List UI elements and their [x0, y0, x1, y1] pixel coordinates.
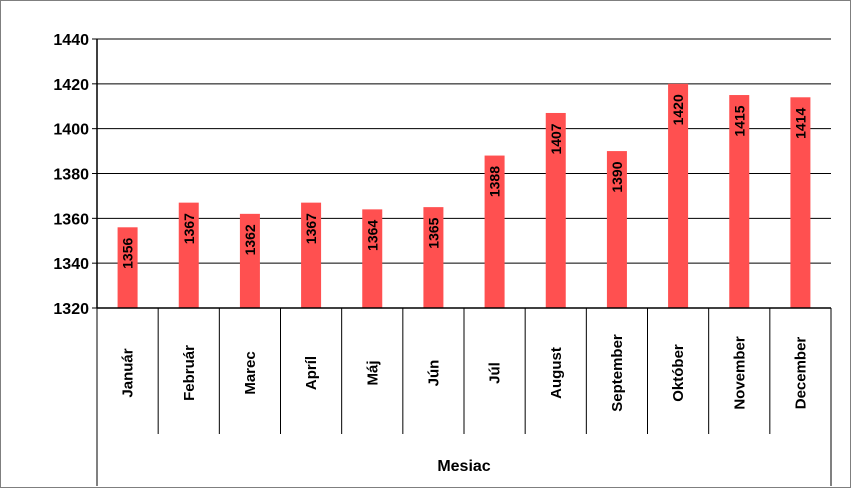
data-label: 1367 [303, 213, 319, 244]
x-tick-label: Február [181, 345, 198, 401]
axes [92, 38, 832, 486]
y-tick-label: 1380 [53, 167, 89, 184]
bar [545, 112, 566, 308]
bar [668, 83, 689, 308]
x-tick-label: Máj [364, 360, 381, 385]
y-tick-label: 1400 [53, 122, 89, 139]
gridlines [97, 38, 831, 264]
bars [117, 83, 811, 309]
x-category-labels: Január Február Marec Apríl Máj Jún Júl August Se… [120, 334, 810, 412]
bar [423, 207, 444, 308]
x-axis-title: Mesiac [437, 458, 490, 475]
data-label: 1414 [792, 108, 808, 139]
x-tick-label: Marec [242, 351, 259, 394]
x-tick-label: Október [670, 344, 687, 402]
bar [239, 213, 260, 308]
data-label: 1390 [609, 161, 625, 192]
bar [729, 95, 750, 309]
x-tick-label: Január [120, 348, 137, 397]
x-tick-label: Júl [487, 362, 504, 384]
x-tick-label: Jún [425, 360, 442, 387]
x-tick-label: September [609, 334, 626, 412]
y-tick-label: 1420 [53, 77, 89, 94]
data-label: 1415 [731, 105, 747, 136]
bar [117, 227, 138, 308]
bar [301, 202, 322, 308]
y-tick-label: 1360 [53, 211, 89, 228]
bar [790, 97, 811, 309]
data-label: 1367 [181, 213, 197, 244]
y-tick-label: 1340 [53, 256, 89, 273]
x-tick-label: December [792, 337, 809, 410]
data-label: 1420 [670, 94, 686, 125]
data-label: 1356 [120, 238, 136, 269]
data-label: 1364 [364, 220, 380, 251]
x-tick-label: November [731, 336, 748, 410]
x-tick-label: Apríl [303, 356, 320, 390]
data-label: 1365 [425, 217, 441, 248]
y-tick-label: 1440 [53, 32, 89, 49]
y-tick-label: 1320 [53, 301, 89, 318]
data-label: 1362 [242, 224, 258, 255]
bar [178, 202, 199, 308]
y-tick-labels: 1320 1340 1360 1380 1400 1420 1440 [53, 32, 89, 318]
data-labels: 1356 1367 1362 1367 1364 1365 1388 1407 1390 1420… [120, 94, 809, 269]
bar [606, 151, 627, 308]
data-label: 1388 [487, 166, 503, 197]
data-label: 1407 [548, 123, 564, 154]
x-tick-label: August [548, 347, 565, 399]
bar [362, 209, 383, 308]
bar [484, 155, 505, 308]
